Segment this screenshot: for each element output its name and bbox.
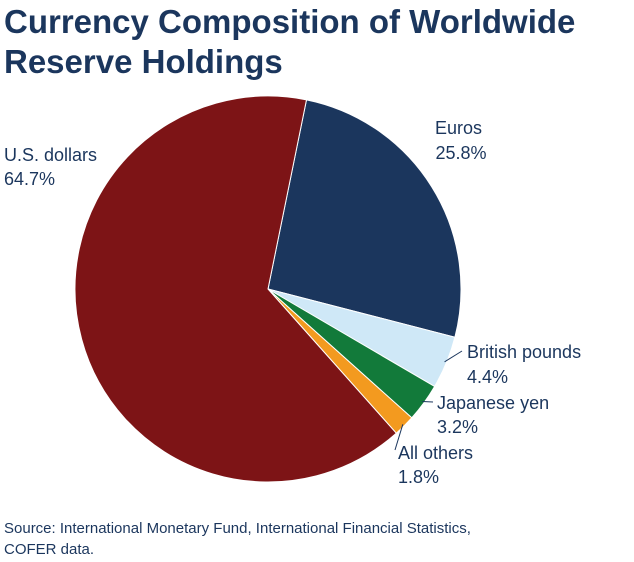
slice-label-others: All others 1.8% bbox=[398, 443, 478, 487]
chart-title-line-2: Reserve Holdings bbox=[4, 43, 283, 80]
slice-label-jpy: Japanese yen 3.2% bbox=[437, 393, 554, 437]
slice-name-usd: U.S. dollars bbox=[4, 145, 97, 165]
slice-value-gbp: 4.4% bbox=[467, 367, 508, 387]
leader-line-gbp bbox=[444, 350, 463, 363]
slice-value-others: 1.8% bbox=[398, 467, 439, 487]
slice-name-others: All others bbox=[398, 443, 473, 463]
chart-title-line-1: Currency Composition of Worldwide bbox=[4, 3, 576, 40]
slice-value-usd: 64.7% bbox=[4, 169, 55, 189]
slice-label-usd: U.S. dollars 64.7% bbox=[4, 145, 102, 189]
leader-line-others bbox=[394, 424, 404, 451]
slice-label-gbp: British pounds 4.4% bbox=[467, 342, 586, 387]
slice-name-eur: Euros bbox=[435, 118, 482, 138]
slice-name-gbp: British pounds bbox=[467, 342, 581, 362]
source-line-2: COFER data. bbox=[4, 541, 95, 558]
source-line-1: Source: International Monetary Fund, Int… bbox=[4, 520, 471, 537]
slice-name-jpy: Japanese yen bbox=[437, 393, 549, 413]
pie-slice-usd bbox=[74, 95, 397, 483]
chart-title: Currency Composition of Worldwide Reserv… bbox=[4, 2, 630, 82]
pie-chart: U.S. dollars 64.7% Euros 25.8% British p… bbox=[4, 95, 586, 487]
pie-slice-eur bbox=[267, 99, 462, 338]
source-note: Source: International Monetary Fund, Int… bbox=[4, 518, 630, 560]
slice-value-jpy: 3.2% bbox=[437, 417, 478, 437]
slice-value-eur: 25.8% bbox=[435, 143, 486, 163]
pie-slices bbox=[74, 95, 462, 483]
leader-lines bbox=[394, 350, 463, 451]
slice-label-eur: Euros 25.8% bbox=[435, 118, 487, 163]
